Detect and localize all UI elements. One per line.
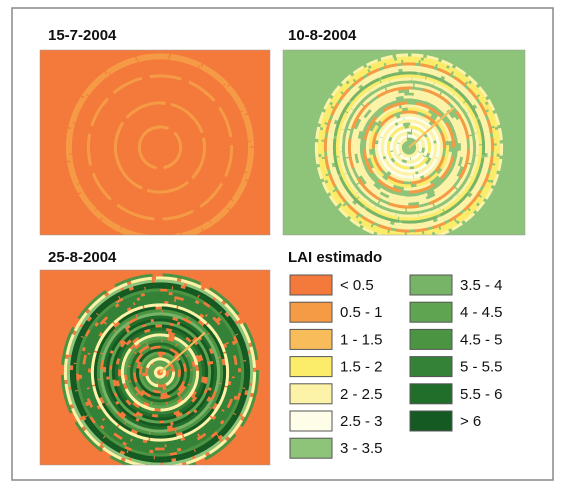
legend-swatch [410,384,452,404]
legend-label: 3.5 - 4 [460,277,503,294]
panel-title: 10-8-2004 [288,27,357,44]
legend-label: 5.5 - 6 [460,386,503,403]
legend-swatch [290,329,332,349]
image-content [283,30,526,265]
legend-swatch [410,329,452,349]
legend-swatch [290,275,332,295]
legend-label: 3 - 3.5 [340,440,383,457]
panel-title: 25-8-2004 [48,249,117,266]
satellite-image [31,243,290,492]
legend-swatch [410,357,452,377]
legend-label: 4.5 - 5 [460,331,503,348]
legend-swatch [410,275,452,295]
legend-swatch [290,411,332,431]
legend-swatch [290,302,332,322]
legend-label: < 0.5 [340,277,374,294]
legend-swatch [290,384,332,404]
legend-swatch [410,411,452,431]
legend-label: > 6 [460,413,481,430]
image-content [31,243,290,492]
legend-label: 1.5 - 2 [340,359,383,376]
legend-swatch [410,302,452,322]
legend-swatch [290,357,332,377]
legend-title: LAI estimado [288,249,382,266]
legend-label: 1 - 1.5 [340,331,383,348]
figure: 15-7-2004 10-8-2004 25-8-2004 LAI estima… [0,0,565,492]
satellite-image [283,30,526,265]
panel-title: 15-7-2004 [48,27,117,44]
legend-label: 4 - 4.5 [460,304,503,321]
legend-label: 5 - 5.5 [460,359,503,376]
legend-swatch [290,438,332,458]
legend-label: 0.5 - 1 [340,304,383,321]
legend-label: 2 - 2.5 [340,386,383,403]
legend-label: 2.5 - 3 [340,413,383,430]
